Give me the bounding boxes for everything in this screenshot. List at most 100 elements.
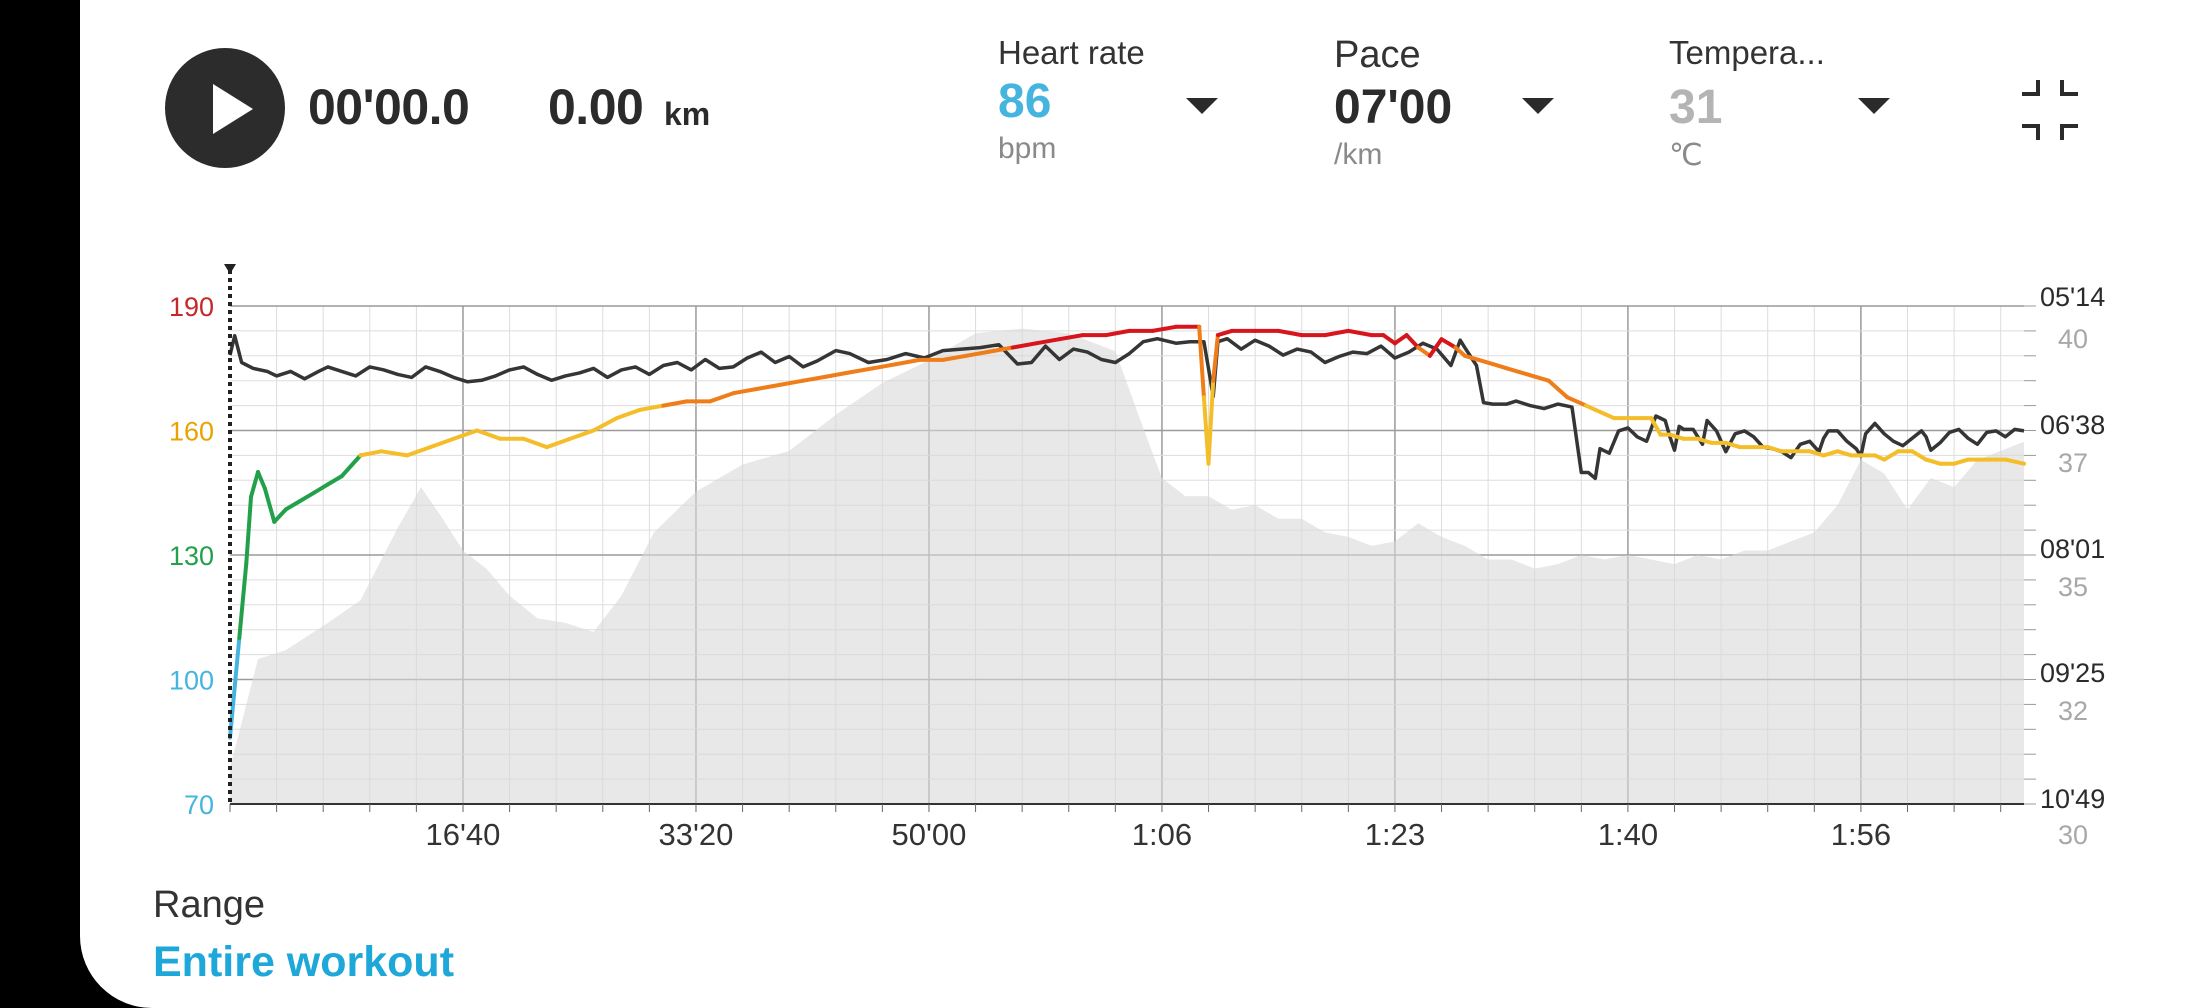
heart-rate-segment [1404, 333, 1421, 350]
heart-rate-segment [325, 474, 344, 487]
heart-rate-segment [1427, 337, 1444, 358]
heart-rate-segment [987, 345, 1015, 354]
exit-fullscreen-icon[interactable] [2018, 78, 2082, 142]
pace-unit: /km [1334, 138, 1383, 171]
temperature-area [230, 328, 2024, 804]
heart-rate-segment [1381, 333, 1397, 346]
temperature-dropdown-icon[interactable] [1858, 98, 1890, 118]
heart-rate-segment [1057, 333, 1085, 342]
x-tick-label: 1:40 [1598, 817, 1658, 852]
pace-label: Pace [1334, 34, 1421, 76]
heart-rate-segment [475, 428, 503, 441]
heart-rate-segment [262, 486, 277, 524]
heart-rate-segment [871, 362, 899, 371]
pace-tick-label: 06'38 [2040, 410, 2105, 440]
heart-rate-segment [272, 507, 288, 524]
heart-rate-tick-label: 130 [169, 541, 214, 571]
range-selector[interactable]: Entire workout [153, 938, 455, 986]
heart-rate-segment [379, 449, 410, 458]
play-icon [213, 84, 253, 134]
heart-rate-segment [1346, 328, 1374, 338]
heart-rate-tick-label: 70 [184, 790, 214, 820]
heart-rate-segment [339, 453, 363, 479]
heart-rate-segment [1518, 370, 1537, 379]
heart-rate-segment [1206, 378, 1216, 466]
temperature-tick-label: 37 [2058, 448, 2088, 478]
heart-rate-segment [451, 428, 479, 441]
x-tick-label: 16'40 [426, 817, 501, 852]
heart-rate-segment [661, 399, 689, 408]
heart-rate-segment [1462, 353, 1481, 362]
x-tick-label: 1:06 [1132, 817, 1192, 852]
temperature-tick-label: 35 [2058, 572, 2088, 602]
heart-rate-segment [1695, 436, 1714, 445]
temperature-tick-label: 40 [2058, 324, 2088, 354]
pace-dropdown-icon[interactable] [1522, 98, 1554, 118]
heart-rate-segment [1010, 341, 1039, 350]
heart-rate-segment [1882, 449, 1901, 462]
heart-rate-segment [1392, 333, 1409, 346]
heart-rate-segment [1649, 416, 1663, 437]
play-button[interactable] [165, 48, 285, 168]
heart-rate-segment [708, 391, 736, 404]
temperature-unit: ℃ [1669, 139, 1703, 172]
heart-rate-segment [1034, 337, 1062, 346]
heart-rate-segment [1453, 345, 1467, 358]
heart-rate-segment [237, 561, 249, 640]
heart-rate-segment [1910, 449, 1929, 462]
heart-rate-segment [1807, 449, 1826, 458]
heart-rate-segment [428, 436, 456, 450]
heart-rate-segment [1546, 378, 1560, 391]
elapsed-time: 00'00.0 [308, 79, 470, 135]
heart-rate-segment [568, 428, 596, 441]
temperature-value: 31 [1669, 81, 1723, 134]
distance-value: 0.00 [548, 79, 644, 135]
heart-rate-segment [824, 370, 852, 379]
heart-rate-segment [1667, 432, 1686, 441]
heart-rate-segment [2003, 457, 2026, 466]
heart-rate-segment [1952, 457, 1971, 466]
heart-rate-segment [591, 416, 619, 433]
x-tick-label: 1:23 [1365, 817, 1425, 852]
heart-rate-segment [249, 470, 260, 499]
heart-rate-segment [731, 387, 759, 396]
heart-rate-segment [801, 374, 829, 383]
temperature-tick-label: 32 [2058, 696, 2088, 726]
distance-unit: km [664, 96, 711, 132]
heart-rate-segment [1532, 374, 1551, 383]
heart-rate-segment [754, 382, 782, 391]
heart-rate-segment [297, 490, 316, 504]
pace-tick-label: 05'14 [2040, 282, 2105, 312]
heart-rate-dropdown-icon[interactable] [1186, 98, 1218, 118]
heart-rate-segment [1835, 449, 1854, 458]
heart-rate-segment [1821, 449, 1840, 458]
heart-rate-segment [1416, 345, 1432, 358]
range-label: Range [153, 884, 265, 926]
heart-rate-segment [521, 436, 549, 450]
temperature-label: Tempera... [1669, 34, 1825, 71]
pace-tick-label: 08'01 [2040, 534, 2105, 564]
heart-rate-segment [1556, 387, 1570, 400]
heart-rate-segment [1723, 440, 1742, 450]
heart-rate-unit: bpm [998, 132, 1057, 165]
heart-rate-segment [894, 357, 922, 367]
heart-rate-segment [1197, 324, 1206, 400]
playhead-marker [224, 264, 236, 274]
workout-chart[interactable]: 16'40 33'20 50'00 1:06 1:23 1:40 1:56 190 160 130… [0, 0, 2196, 880]
pace-tick-label: 09'25 [2040, 658, 2105, 688]
heart-rate-tick-label: 190 [169, 292, 214, 322]
heart-rate-tick-label: 160 [169, 417, 214, 447]
heart-rate-segment [311, 482, 330, 495]
x-tick-label: 33'20 [659, 817, 734, 852]
heart-rate-segment [1150, 324, 1178, 333]
heart-rate-segment [964, 349, 992, 358]
heart-rate-segment [256, 470, 267, 491]
heart-rate-segment [1323, 328, 1351, 338]
heart-rate-segment [1924, 457, 1943, 466]
heart-rate-segment [638, 403, 666, 412]
heart-rate-segment [1104, 328, 1132, 338]
x-tick-label: 50'00 [892, 817, 967, 852]
pace-line [228, 333, 2025, 481]
heart-rate-label: Heart rate [998, 34, 1145, 71]
heart-rate-segment [777, 378, 806, 387]
